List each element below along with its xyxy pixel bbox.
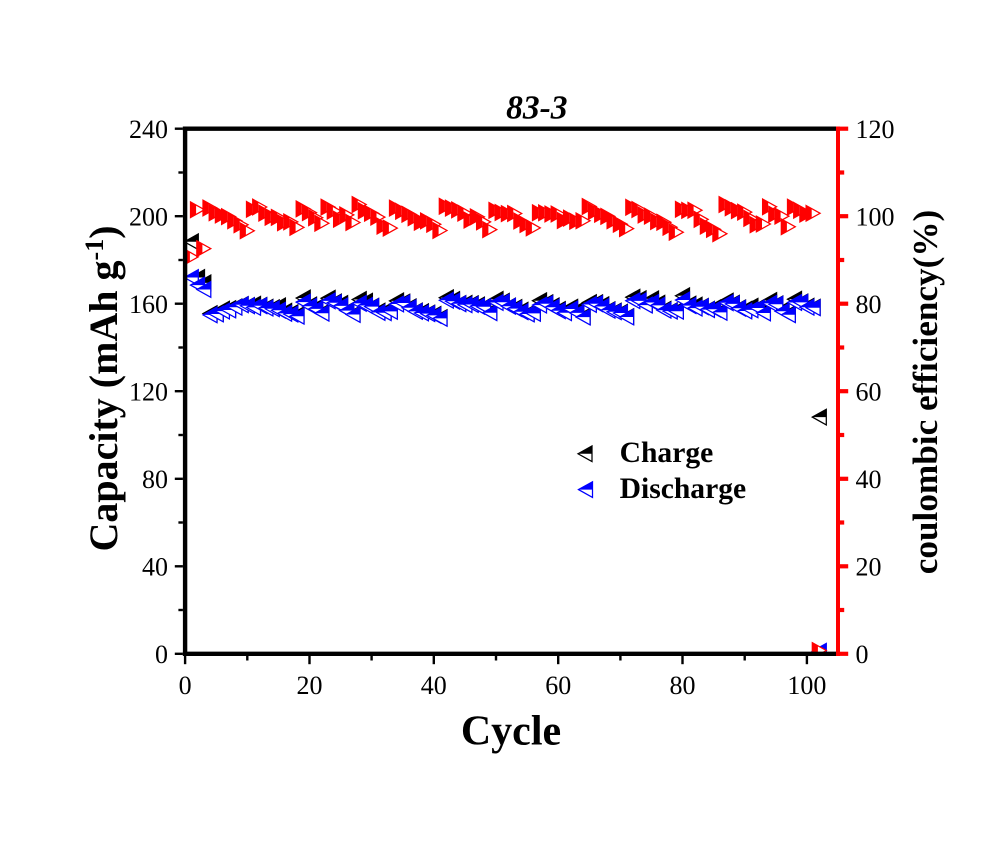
svg-text:80: 80 <box>670 671 696 700</box>
svg-text:60: 60 <box>545 671 571 700</box>
svg-text:20: 20 <box>297 671 323 700</box>
svg-text:40: 40 <box>856 465 882 494</box>
svg-text:0: 0 <box>155 640 168 669</box>
svg-text:120: 120 <box>856 115 895 144</box>
svg-text:200: 200 <box>129 203 168 232</box>
svg-text:60: 60 <box>856 378 882 407</box>
svg-text:100: 100 <box>856 203 895 232</box>
svg-text:83-3: 83-3 <box>506 90 567 127</box>
svg-text:80: 80 <box>142 465 168 494</box>
svg-text:120: 120 <box>129 378 168 407</box>
svg-text:0: 0 <box>179 671 192 700</box>
svg-text:Discharge: Discharge <box>620 473 747 505</box>
svg-text:coulombic efficiency(%): coulombic efficiency(%) <box>906 210 945 574</box>
svg-text:Cycle: Cycle <box>461 709 561 755</box>
svg-text:0: 0 <box>856 640 869 669</box>
svg-text:20: 20 <box>856 553 882 582</box>
svg-text:Charge: Charge <box>620 437 714 469</box>
svg-text:240: 240 <box>129 115 168 144</box>
svg-text:100: 100 <box>787 671 826 700</box>
svg-text:160: 160 <box>129 290 168 319</box>
svg-text:80: 80 <box>856 290 882 319</box>
svg-text:Capacity (mAh g-1): Capacity (mAh g-1) <box>80 225 126 551</box>
svg-text:40: 40 <box>142 553 168 582</box>
svg-text:40: 40 <box>421 671 447 700</box>
